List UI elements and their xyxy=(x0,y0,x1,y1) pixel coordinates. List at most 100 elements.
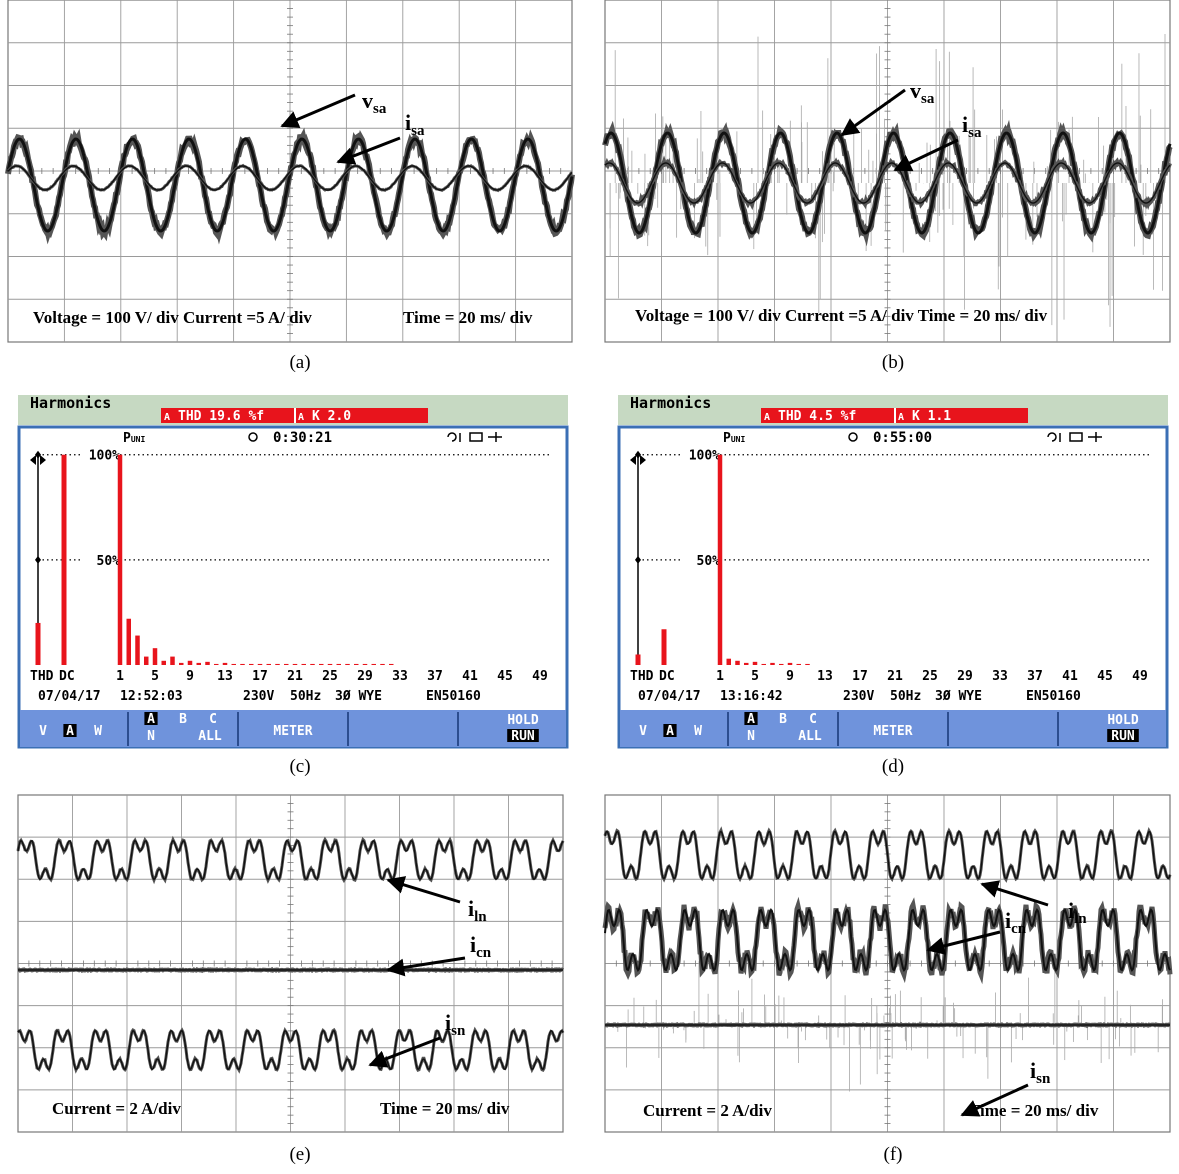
bar xyxy=(662,629,667,665)
bar xyxy=(223,663,228,665)
x-tick-label: 1 xyxy=(116,669,124,684)
button-label[interactable]: HOLD xyxy=(1107,713,1138,728)
trace-label-sub: cn xyxy=(476,945,492,961)
mode-main: P xyxy=(723,431,731,446)
bar xyxy=(345,664,350,665)
bar xyxy=(328,664,333,665)
bar xyxy=(797,664,802,665)
button-label[interactable]: C xyxy=(209,712,217,727)
panel-title: Harmonics xyxy=(30,394,111,412)
button-label[interactable]: METER xyxy=(873,724,912,739)
bar xyxy=(232,664,237,665)
bar xyxy=(62,455,67,665)
x-tick-label: 45 xyxy=(1097,669,1113,684)
x-tick-label: 17 xyxy=(252,669,268,684)
x-tick-label: THD xyxy=(630,669,654,684)
bar xyxy=(363,664,368,665)
bar xyxy=(727,659,732,665)
button-label[interactable]: N xyxy=(747,729,755,744)
scope-footer: Current = 2 A/div xyxy=(52,1099,181,1118)
button-label[interactable]: V xyxy=(39,724,47,739)
button-label[interactable]: W xyxy=(694,724,702,739)
config: 3Ø WYE xyxy=(935,689,982,704)
bar xyxy=(153,648,158,665)
button-label[interactable]: HOLD xyxy=(507,713,538,728)
button-label[interactable]: RUN xyxy=(1111,729,1135,744)
button-label[interactable]: ALL xyxy=(798,729,822,744)
voltage: 230V xyxy=(843,689,874,704)
button-label[interactable]: N xyxy=(147,729,155,744)
x-tick-label: 1 xyxy=(716,669,724,684)
trace-label-sub: sa xyxy=(373,101,387,117)
x-tick-label: 49 xyxy=(1132,669,1148,684)
x-tick-label: 45 xyxy=(497,669,513,684)
phase-tag: A xyxy=(298,412,304,423)
caption: (e) xyxy=(289,1144,310,1165)
bar xyxy=(372,664,377,665)
caption: (c) xyxy=(289,756,310,777)
bar xyxy=(249,664,254,665)
scope-footer: Time = 20 ms/ div xyxy=(403,308,533,327)
button-label[interactable]: B xyxy=(179,712,187,727)
k-factor: K 1.1 xyxy=(912,409,951,424)
frequency: 50Hz xyxy=(290,689,321,704)
x-tick-label: 37 xyxy=(1027,669,1043,684)
thd-reading: THD 4.5 %f xyxy=(778,409,856,424)
bar xyxy=(735,661,740,665)
trace-label-main: v xyxy=(362,88,373,113)
x-tick-label: 33 xyxy=(392,669,408,684)
bar xyxy=(36,623,41,665)
bar xyxy=(170,657,175,665)
x-tick-label: 5 xyxy=(151,669,159,684)
button-label[interactable]: V xyxy=(639,724,647,739)
button-label[interactable]: C xyxy=(809,712,817,727)
phase-tag: A xyxy=(898,412,904,423)
thd-reading: THD 19.6 %f xyxy=(178,409,264,424)
button-label[interactable]: METER xyxy=(273,724,312,739)
x-tick-label: 49 xyxy=(532,669,548,684)
trace-label-sub: sn xyxy=(451,1023,466,1039)
trace-label-sub: cn xyxy=(1011,921,1027,937)
clock-time: 12:52:03 xyxy=(120,689,183,704)
button-label[interactable]: A xyxy=(147,712,155,727)
bar xyxy=(779,664,784,665)
bar xyxy=(258,664,263,665)
bar xyxy=(718,455,723,665)
bar xyxy=(135,636,140,665)
scope-footer: Time = 20 ms/ div xyxy=(380,1099,510,1118)
date: 07/04/17 xyxy=(38,689,101,704)
trace-label-sub: sa xyxy=(411,123,425,139)
button-label[interactable]: A xyxy=(66,724,74,739)
button-label[interactable]: W xyxy=(94,724,102,739)
button-label[interactable]: A xyxy=(666,724,674,739)
button-label[interactable]: A xyxy=(747,712,755,727)
x-tick-label: 25 xyxy=(922,669,938,684)
bar xyxy=(753,662,758,665)
button-label[interactable]: RUN xyxy=(511,729,535,744)
bar xyxy=(205,662,210,665)
bar xyxy=(188,661,193,665)
phase-tag: A xyxy=(164,412,170,423)
x-tick-label: THD xyxy=(30,669,54,684)
bar xyxy=(118,455,123,665)
bar xyxy=(293,664,298,665)
bar xyxy=(302,664,307,665)
scope-footer: Time = 20 ms/ div xyxy=(969,1101,1099,1120)
date: 07/04/17 xyxy=(638,689,701,704)
button-label[interactable]: B xyxy=(779,712,787,727)
mode-sub: UNI xyxy=(731,435,746,444)
bar xyxy=(354,664,359,665)
y-tick-label: 100% xyxy=(689,449,720,464)
bar xyxy=(267,664,272,665)
button-label[interactable]: ALL xyxy=(198,729,222,744)
y-tick-label: 100% xyxy=(89,449,120,464)
bar xyxy=(788,663,793,665)
bar xyxy=(770,663,775,665)
caption: (d) xyxy=(882,756,904,777)
panel-title: Harmonics xyxy=(630,394,711,412)
scope-footer: Current = 2 A/div xyxy=(643,1101,772,1120)
bar xyxy=(310,664,315,665)
bar xyxy=(337,664,342,665)
x-tick-label: DC xyxy=(59,669,75,684)
bar xyxy=(214,664,219,665)
